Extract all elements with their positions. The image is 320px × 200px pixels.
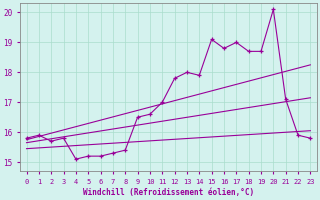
X-axis label: Windchill (Refroidissement éolien,°C): Windchill (Refroidissement éolien,°C) — [83, 188, 254, 197]
